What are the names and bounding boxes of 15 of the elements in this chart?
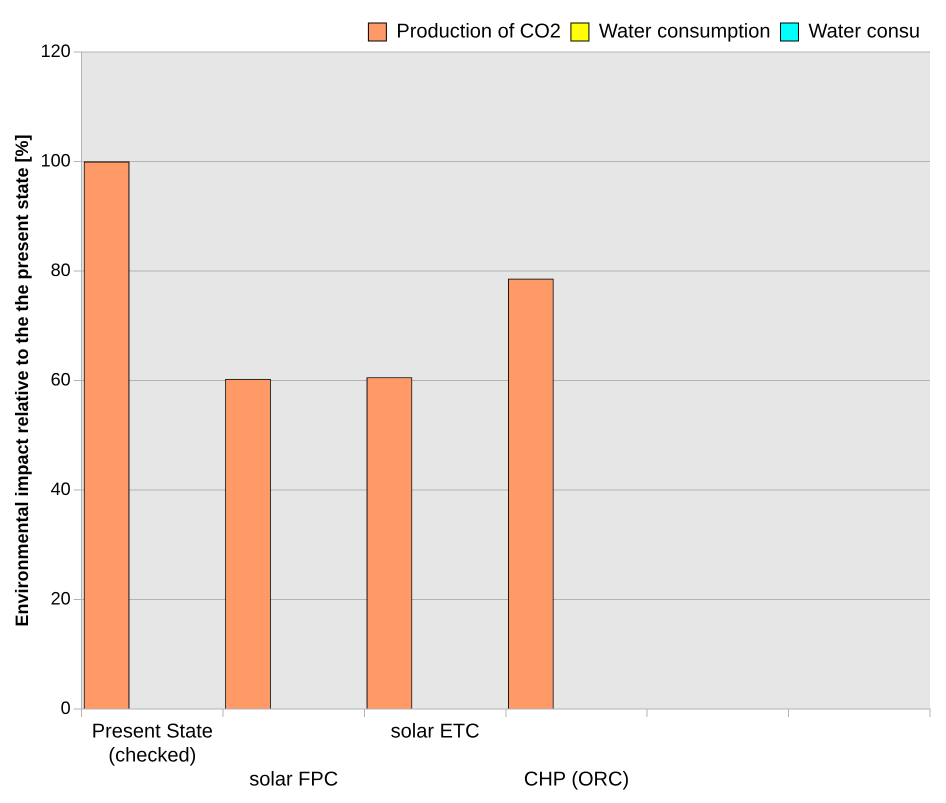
y-tick-label: 0: [60, 698, 71, 718]
y-tick-label: 120: [40, 40, 71, 61]
x-tick-label: solar ETC: [390, 720, 480, 743]
y-tick-label: 80: [50, 260, 71, 280]
legend-label: Production of CO2: [396, 20, 561, 43]
x-tick-label: Present State (checked): [92, 720, 213, 767]
y-tick-label: 60: [50, 369, 71, 390]
y-tick-label: 40: [50, 478, 71, 499]
y-axis-title: Environmental impact relative to the the present state [%]: [12, 134, 32, 627]
legend-label: Water consu: [808, 20, 920, 43]
x-tick-label: solar FPC: [249, 768, 338, 791]
y-tick-label: 100: [40, 150, 71, 170]
y-tick-label: 20: [50, 588, 71, 608]
legend-label: Water consumption: [598, 20, 770, 43]
x-tick-label: CHP (ORC): [524, 768, 630, 791]
